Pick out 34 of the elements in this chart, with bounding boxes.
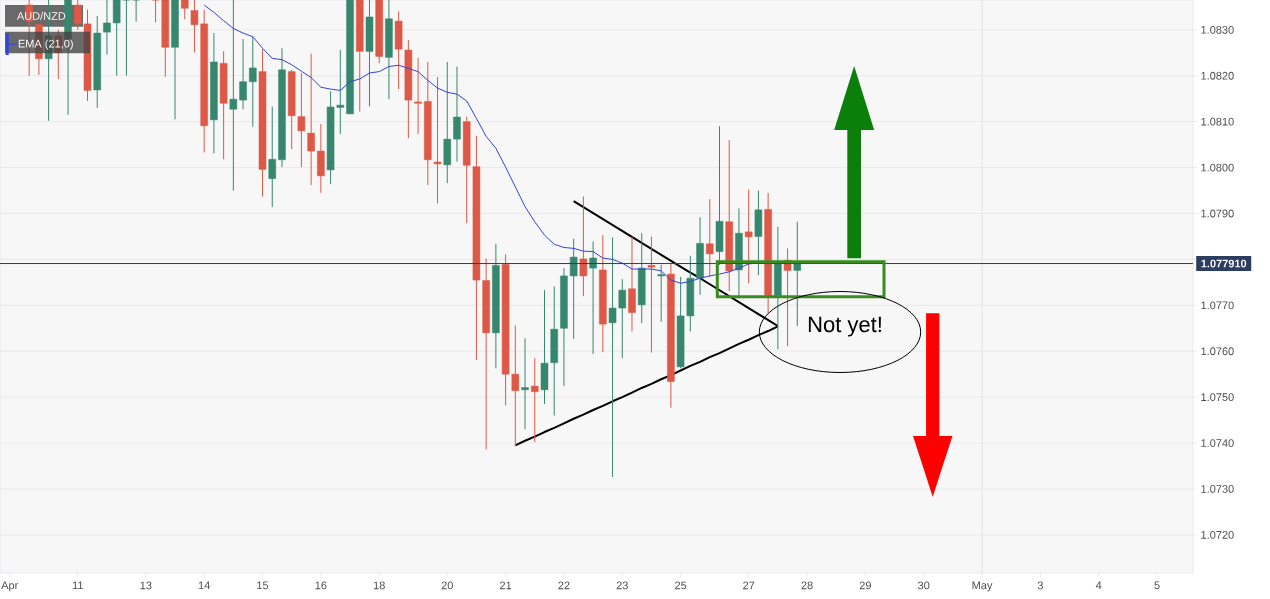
- x-tick-label: 27: [743, 581, 755, 590]
- x-tick-label: 11: [72, 581, 83, 590]
- x-tick-label: 4: [1095, 581, 1102, 590]
- y-tick-label: 1.0720: [1201, 530, 1234, 539]
- x-tick-label: 5: [1154, 581, 1160, 590]
- x-tick-label: 21: [500, 581, 512, 590]
- y-tick-label: 1.0800: [1201, 163, 1234, 172]
- x-tick-label: 3: [1037, 581, 1043, 590]
- y-tick-label: 1.0810: [1201, 117, 1234, 126]
- x-tick-label: 29: [859, 581, 871, 590]
- y-tick-label: 1.0730: [1201, 485, 1234, 493]
- x-tick-label: Apr: [1, 581, 19, 592]
- x-tick-label: 14: [198, 581, 210, 590]
- y-tick-label: 1.0790: [1201, 209, 1234, 218]
- x-tick-label: 25: [675, 581, 687, 590]
- x-tick-label: 30: [917, 581, 930, 590]
- ref-line-label: 1.077910: [1201, 259, 1247, 268]
- x-tick-label: 16: [315, 581, 327, 590]
- x-tick-label: 18: [373, 581, 385, 590]
- x-tick-label: 20: [441, 581, 453, 590]
- y-tick-label: 1.0750: [1201, 393, 1234, 402]
- y-tick-label: 1.0830: [1201, 25, 1234, 34]
- x-tick-label: May: [972, 581, 993, 592]
- x-tick-label: 28: [801, 581, 813, 590]
- annotation: Not yet!: [808, 316, 881, 337]
- x-tick-label: 15: [257, 581, 269, 590]
- y-tick-label: 1.0770: [1201, 301, 1234, 310]
- x-tick-label: 13: [140, 581, 152, 590]
- y-tick-label: 1.0820: [1201, 71, 1234, 80]
- y-tick-label: 1.0760: [1201, 347, 1234, 356]
- y-tick-label: 1.0740: [1201, 439, 1234, 447]
- x-tick-label: 23: [616, 581, 628, 590]
- legend-label: EMA (21,0): [18, 39, 73, 50]
- x-tick-label: 22: [558, 581, 570, 590]
